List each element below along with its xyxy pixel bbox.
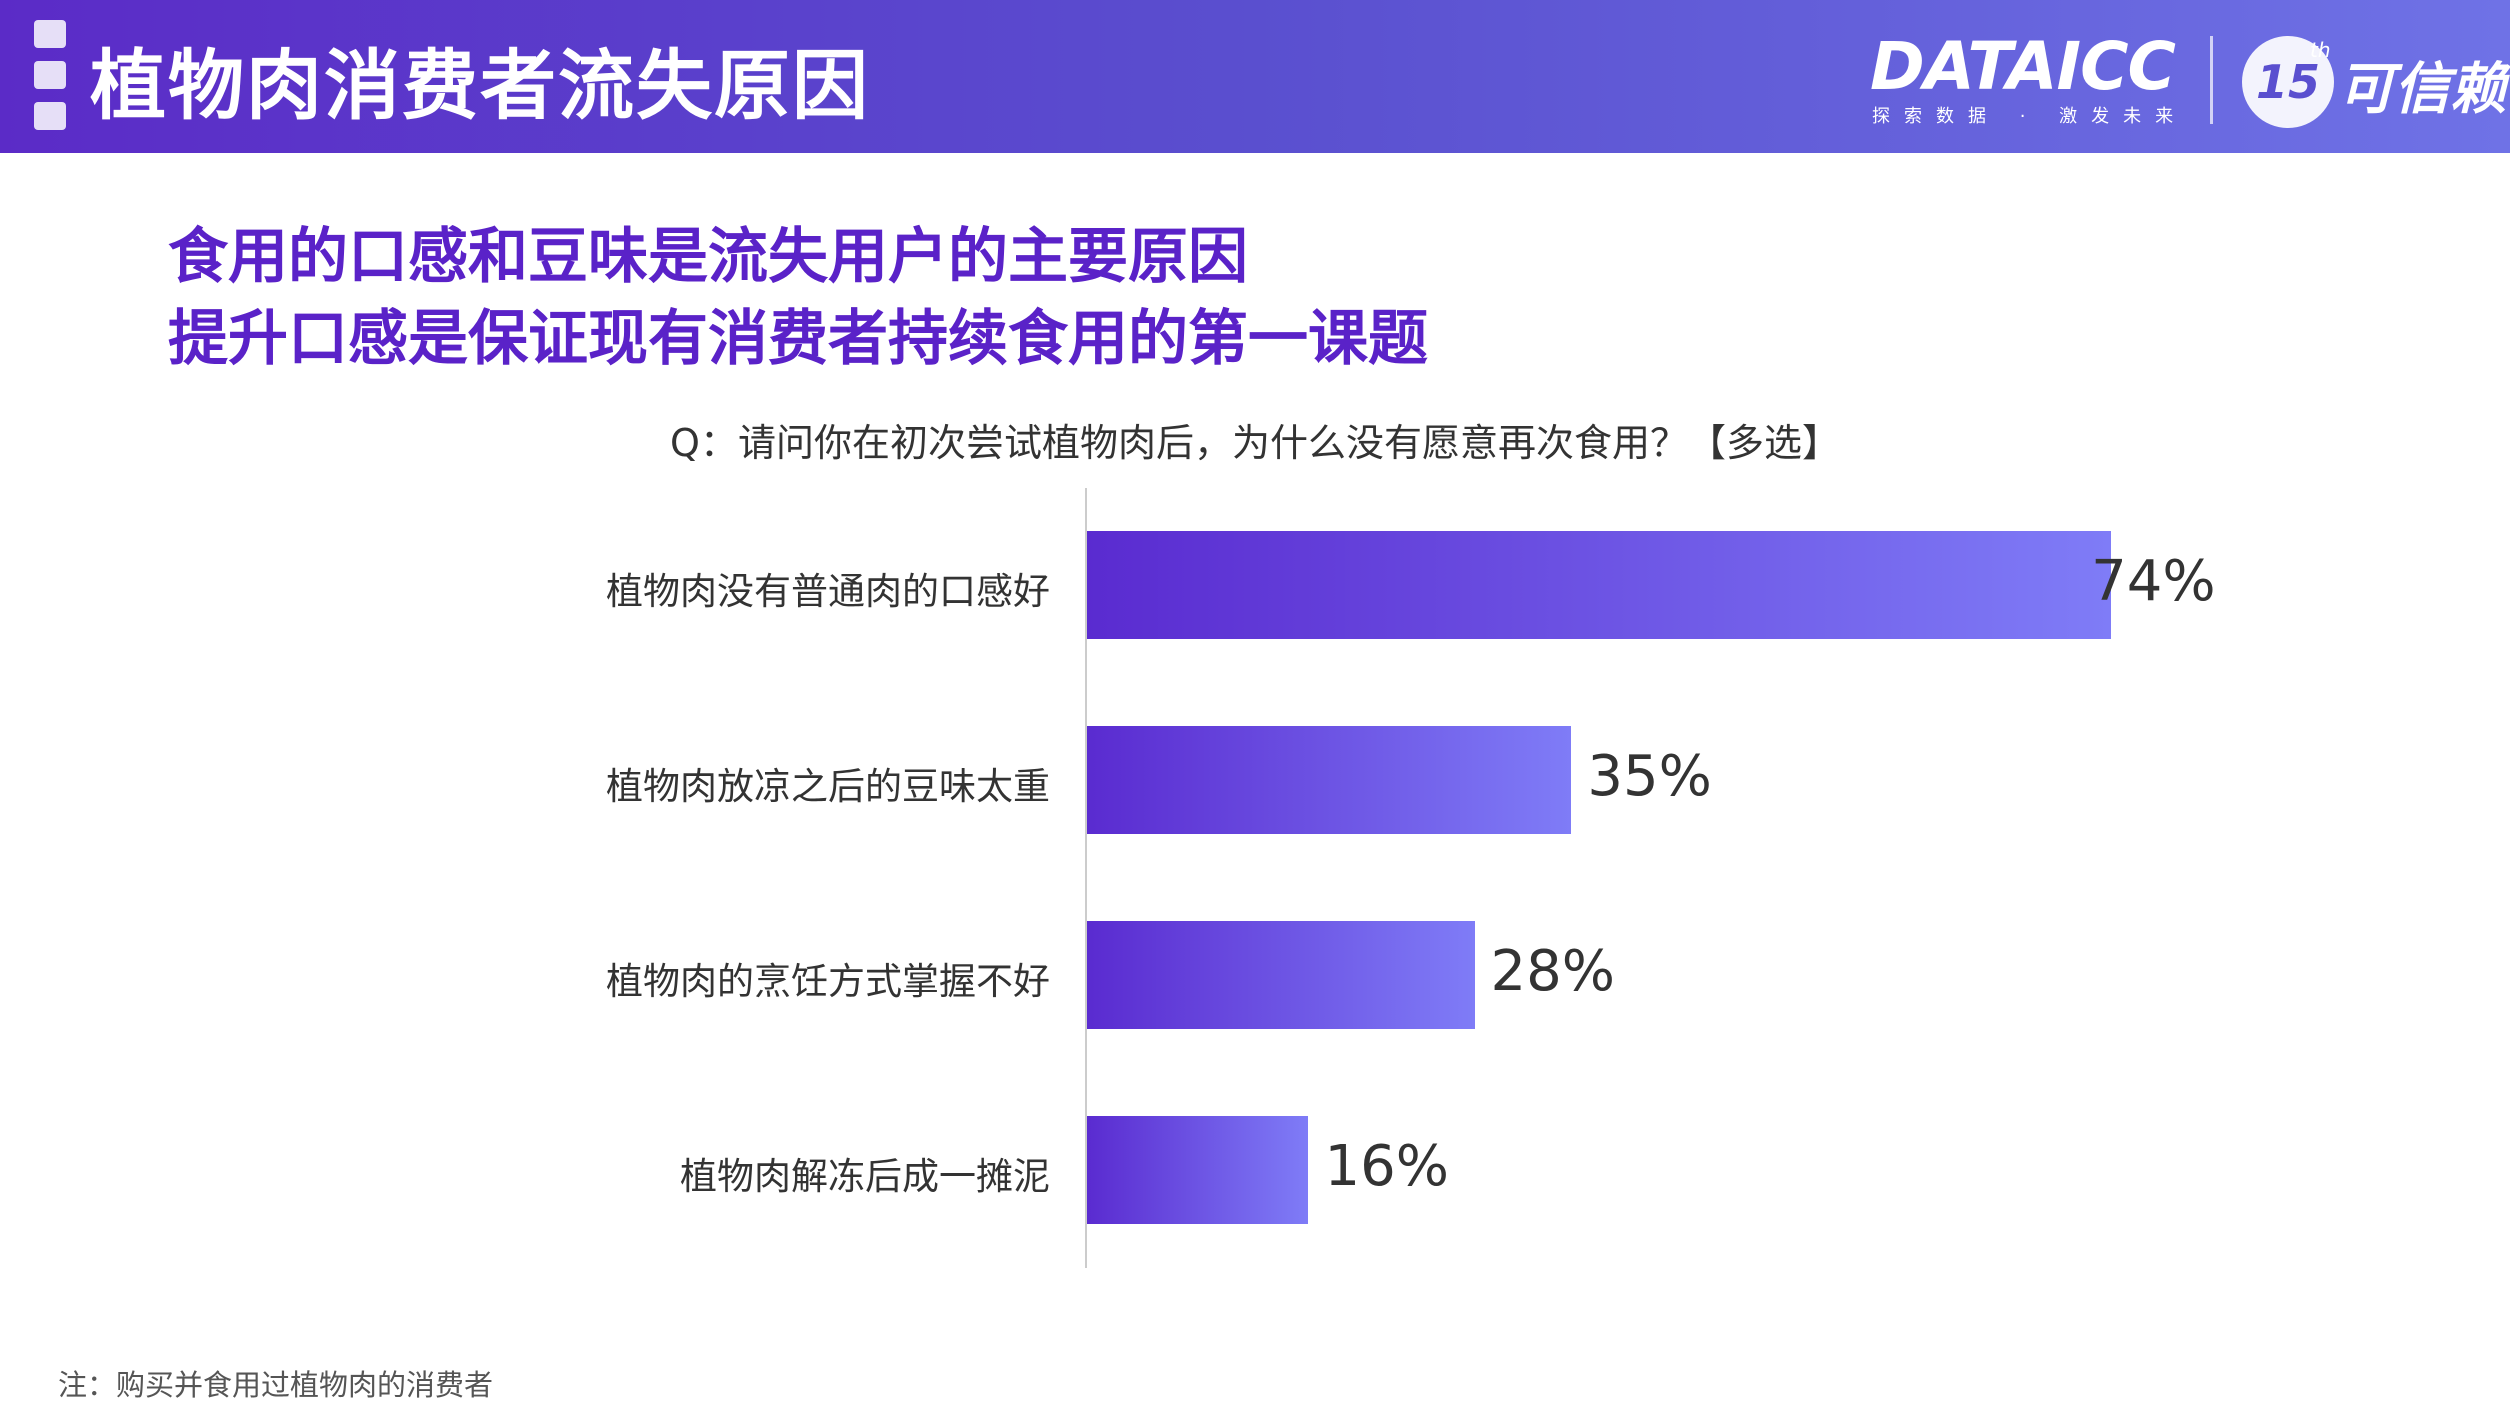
header-bar: 植物肉消费者流失原因 DATAICC 探索数据 · 激发未来 15 th 可信赖	[0, 0, 2510, 153]
footnote: 注：购买并食用过植物肉的消费者	[58, 1368, 494, 1402]
data-label: 35%	[1587, 744, 1712, 809]
category-label: 植物肉放凉之后的豆味太重	[606, 765, 1050, 808]
data-label: 28%	[1490, 939, 1615, 1004]
bar	[1087, 921, 1475, 1029]
anniversary-badge-icon: 15	[2242, 36, 2334, 128]
category-label: 植物肉解冻后成一摊泥	[680, 1155, 1050, 1198]
menu-squares-icon	[34, 20, 66, 130]
bar	[1087, 1116, 1309, 1224]
category-label: 植物肉没有普通肉的口感好	[606, 570, 1050, 613]
survey-question: Q：请问你在初次尝试植物肉后，为什么没有愿意再次食用？【多选】	[670, 421, 1840, 465]
data-label: 16%	[1324, 1134, 1449, 1199]
data-label: 74%	[2091, 549, 2216, 614]
badge-text: 可信赖	[2338, 57, 2506, 122]
headline-line-1: 食用的口感和豆味是流失用户的主要原因	[168, 222, 1248, 292]
badge-superscript: th	[2310, 38, 2331, 62]
bar	[1087, 531, 2112, 639]
badge-number: 15	[2255, 55, 2320, 109]
bar	[1087, 726, 1572, 834]
logo-divider	[2210, 36, 2213, 124]
page-title: 植物肉消费者流失原因	[90, 41, 870, 130]
category-axis-line	[1085, 488, 1087, 1268]
dataicc-logo: DATAICC	[1870, 28, 2176, 105]
headline-line-2: 提升口感是保证现有消费者持续食用的第一课题	[168, 304, 1428, 374]
logo-tagline: 探索数据 · 激发未来	[1872, 106, 2188, 127]
category-label: 植物肉的烹饪方式掌握不好	[606, 960, 1050, 1003]
